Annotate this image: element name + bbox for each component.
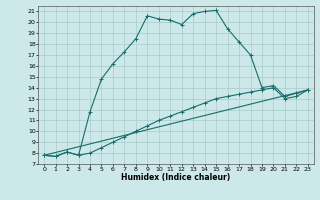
X-axis label: Humidex (Indice chaleur): Humidex (Indice chaleur): [121, 173, 231, 182]
